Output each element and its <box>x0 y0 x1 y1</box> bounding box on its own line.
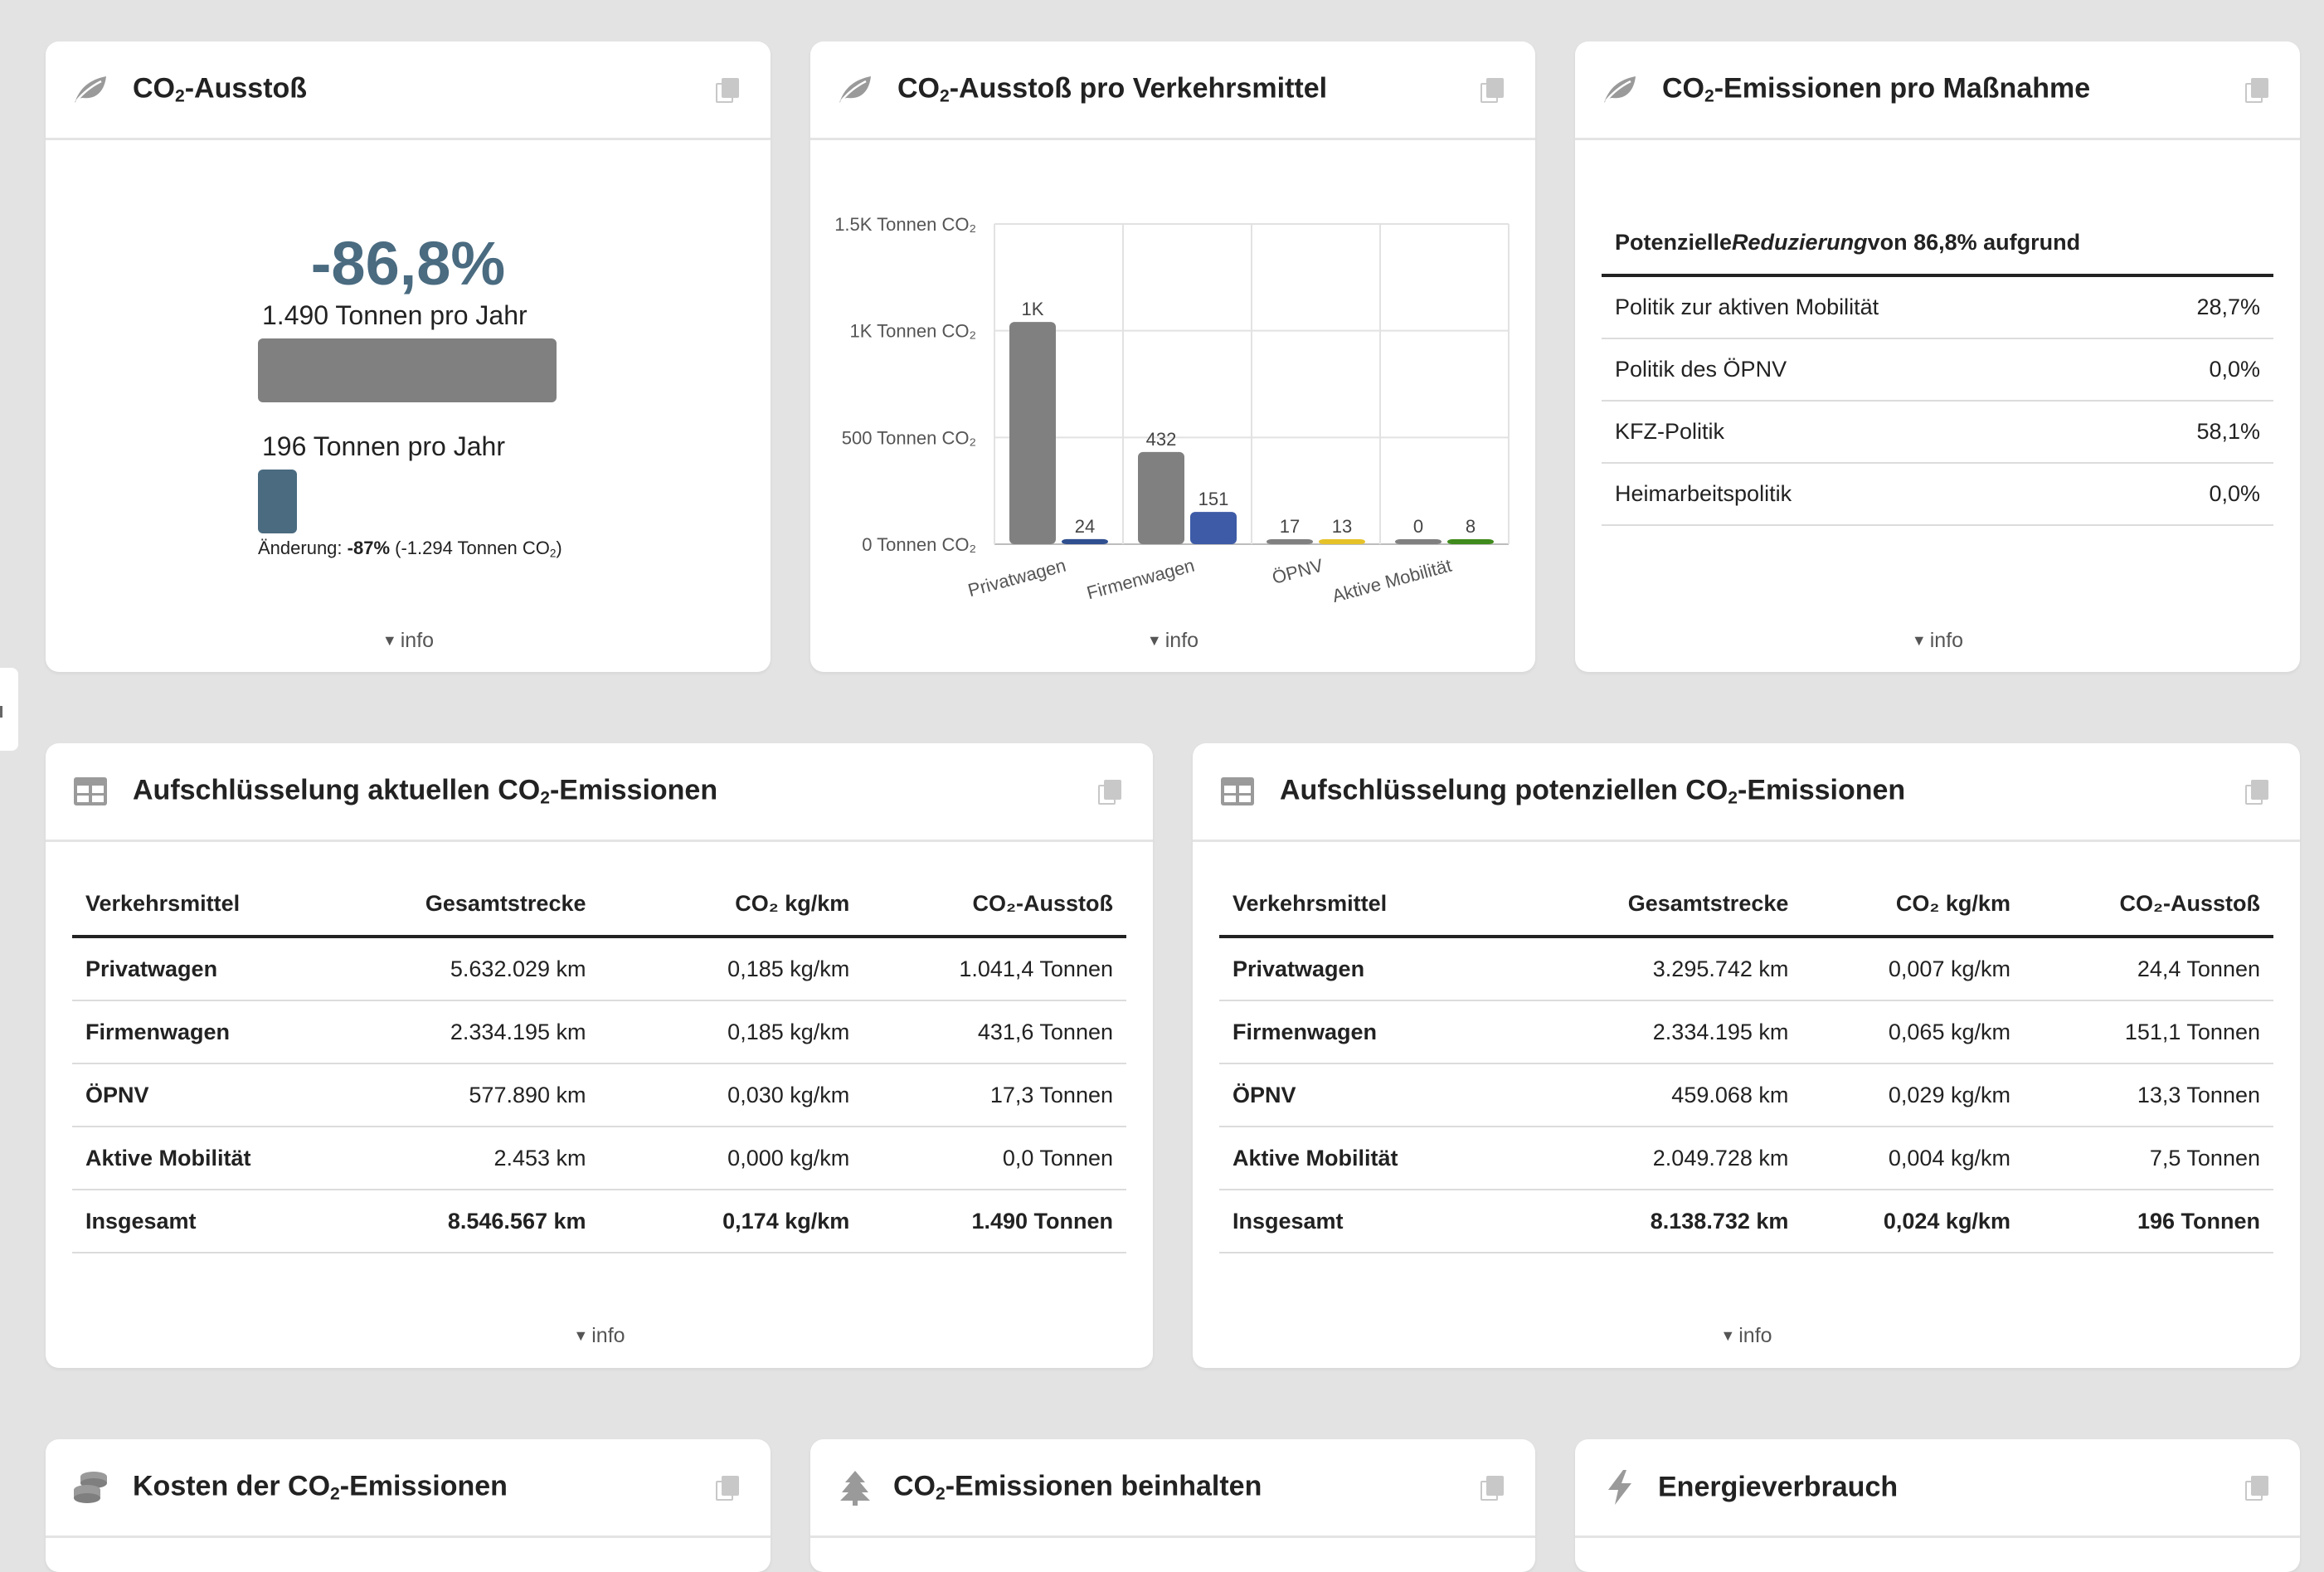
info-toggle[interactable]: ▼ info <box>1720 1324 1772 1347</box>
info-toggle[interactable]: ▼ info <box>1911 629 1964 652</box>
info-toggle[interactable]: ▼ info <box>1146 629 1199 652</box>
co2-offset-card: CO2-Emissionen beinhalten <box>810 1439 1535 1572</box>
x-tick-label: Aktive Mobilität <box>1330 555 1453 602</box>
co2-by-mode-chart: 0 Tonnen CO₂ 500 Tonnen CO₂ 1K Tonnen CO₂ 1… <box>834 214 1510 602</box>
data-label: 13 <box>1332 516 1352 537</box>
card-header: CO2-Emissionen beinhalten <box>810 1439 1535 1538</box>
data-label: 8 <box>1466 516 1476 537</box>
x-tick-label: Privatwagen <box>965 555 1067 601</box>
table-row: Aktive Mobilität 2.049.728 km 0,004 kg/km 7… <box>1219 1127 2273 1190</box>
co2-cost-card: Kosten der CO2-Emissionen <box>46 1439 771 1572</box>
x-tick-label: Firmenwagen <box>1085 555 1197 602</box>
reduction-percent: -86,8% <box>310 229 506 298</box>
measure-row: KFZ-Politik 58,1% <box>1602 402 2273 464</box>
data-label: 24 <box>1075 516 1095 537</box>
data-label: 1K <box>1022 299 1044 319</box>
copy-icon[interactable] <box>716 78 739 103</box>
card-header: Aufschlüsselung potenziellen CO2-Emissio… <box>1193 743 2300 842</box>
copy-icon[interactable] <box>2245 780 2268 805</box>
card-header: CO2-Ausstoß <box>46 41 771 140</box>
potential-breakdown-table: Verkehrsmittel Gesamtstrecke CO₂ kg/km C… <box>1219 872 2273 1253</box>
table-row: Firmenwagen 2.334.195 km 0,065 kg/km 151,1 … <box>1219 1001 2273 1064</box>
card-title: Aufschlüsselung aktuellen CO2-Emissionen <box>133 774 718 808</box>
card-title: CO2-Ausstoß <box>133 72 308 106</box>
table-row: Aktive Mobilität 2.453 km 0,000 kg/km 0,0 T… <box>72 1127 1126 1190</box>
potential-emissions-bar <box>258 470 297 533</box>
measure-row: Heimarbeitspolitik 0,0% <box>1602 464 2273 526</box>
copy-icon[interactable] <box>2245 1476 2268 1501</box>
tree-icon <box>835 1467 875 1507</box>
copy-icon[interactable] <box>1480 78 1504 103</box>
bar-potential-2 <box>1319 539 1365 544</box>
copy-icon[interactable] <box>1480 1476 1504 1501</box>
data-label: 17 <box>1280 516 1300 537</box>
y-tick-label: 500 Tonnen CO₂ <box>842 427 976 448</box>
info-toggle[interactable]: ▼ info <box>382 629 435 652</box>
measures-table: Potenzielle Reduzierung von 86,8% aufgru… <box>1602 211 2273 526</box>
table-icon <box>1218 771 1257 811</box>
table-total-row: Insgesamt 8.138.732 km 0,024 kg/km 196 Tonn… <box>1219 1190 2273 1253</box>
table-row: ÖPNV 459.068 km 0,029 kg/km 13,3 Tonnen <box>1219 1064 2273 1127</box>
card-title: CO2-Ausstoß pro Verkehrsmittel <box>897 72 1328 106</box>
coins-icon <box>70 1467 110 1507</box>
bar-potential-3 <box>1447 539 1494 544</box>
card-header: CO2-Ausstoß pro Verkehrsmittel <box>810 41 1535 140</box>
card-header: CO2-Emissionen pro Maßnahme <box>1575 41 2300 140</box>
measures-table-header: Potenzielle Reduzierung von 86,8% aufgru… <box>1602 211 2273 277</box>
leaf-icon <box>835 70 875 110</box>
table-row: Firmenwagen 2.334.195 km 0,185 kg/km 431,6 … <box>72 1001 1126 1064</box>
copy-icon[interactable] <box>1098 780 1121 805</box>
co2-by-measure-card: CO2-Emissionen pro Maßnahme Potenzielle … <box>1575 41 2300 672</box>
current-emissions-bar <box>258 338 557 402</box>
co2-total-card: CO2-Ausstoß -86,8% 1.490 Tonnen pro Jahr… <box>46 41 771 672</box>
lightning-icon <box>1600 1467 1640 1507</box>
card-title: Energieverbrauch <box>1658 1471 1899 1503</box>
card-title: Kosten der CO2-Emissionen <box>133 1470 508 1504</box>
leaf-icon <box>1600 70 1640 110</box>
table-row: Privatwagen 3.295.742 km 0,007 kg/km 24,4 T… <box>1219 938 2273 1001</box>
table-row: ÖPNV 577.890 km 0,030 kg/km 17,3 Tonnen <box>72 1064 1126 1127</box>
table-icon <box>70 771 110 811</box>
copy-icon[interactable] <box>2245 78 2268 103</box>
current-breakdown-card: Aufschlüsselung aktuellen CO2-Emissionen… <box>46 743 1153 1368</box>
y-tick-label: 1.5K Tonnen CO₂ <box>834 214 976 235</box>
info-toggle[interactable]: ▼ info <box>573 1324 625 1347</box>
energy-card: Energieverbrauch <box>1575 1439 2300 1572</box>
current-emissions-label: 1.490 Tonnen pro Jahr <box>262 300 528 330</box>
co2-by-mode-card: CO2-Ausstoß pro Verkehrsmittel 0 Tonnen … <box>810 41 1535 672</box>
bar-current-0 <box>1009 322 1056 544</box>
change-summary: Änderung: -87% (-1.294 Tonnen CO2) <box>258 538 562 560</box>
card-title: CO2-Emissionen pro Maßnahme <box>1662 72 2091 106</box>
side-panel-toggle[interactable] <box>0 668 18 751</box>
table-header-row: Verkehrsmittel Gesamtstrecke CO₂ kg/km C… <box>1219 872 2273 938</box>
card-header: Energieverbrauch <box>1575 1439 2300 1538</box>
bar-potential-0 <box>1062 538 1108 544</box>
data-label: 0 <box>1413 516 1423 537</box>
bar-current-3 <box>1395 539 1442 544</box>
y-tick-label: 1K Tonnen CO₂ <box>850 321 976 342</box>
x-tick-label: ÖPNV <box>1270 555 1325 588</box>
data-label: 151 <box>1198 489 1229 509</box>
y-tick-label: 0 Tonnen CO₂ <box>862 534 976 555</box>
potential-emissions-label: 196 Tonnen pro Jahr <box>262 431 505 461</box>
leaf-icon <box>70 70 110 110</box>
bar-current-1 <box>1138 451 1184 544</box>
bar-current-2 <box>1267 539 1313 544</box>
potential-breakdown-card: Aufschlüsselung potenziellen CO2-Emissio… <box>1193 743 2300 1368</box>
card-title: Aufschlüsselung potenziellen CO2-Emissio… <box>1280 774 1906 808</box>
measure-row: Politik des ÖPNV 0,0% <box>1602 339 2273 402</box>
table-header-row: Verkehrsmittel Gesamtstrecke CO₂ kg/km C… <box>72 872 1126 938</box>
table-row: Privatwagen 5.632.029 km 0,185 kg/km 1.041,… <box>72 938 1126 1001</box>
data-label: 432 <box>1146 429 1177 450</box>
card-title: CO2-Emissionen beinhalten <box>893 1470 1262 1504</box>
card-header: Kosten der CO2-Emissionen <box>46 1439 771 1538</box>
copy-icon[interactable] <box>716 1476 739 1501</box>
table-total-row: Insgesamt 8.546.567 km 0,174 kg/km 1.490 To… <box>72 1190 1126 1253</box>
card-header: Aufschlüsselung aktuellen CO2-Emissionen <box>46 743 1153 842</box>
bar-potential-1 <box>1190 512 1237 544</box>
measure-row: Politik zur aktiven Mobilität 28,7% <box>1602 277 2273 339</box>
current-breakdown-table: Verkehrsmittel Gesamtstrecke CO₂ kg/km C… <box>72 872 1126 1253</box>
